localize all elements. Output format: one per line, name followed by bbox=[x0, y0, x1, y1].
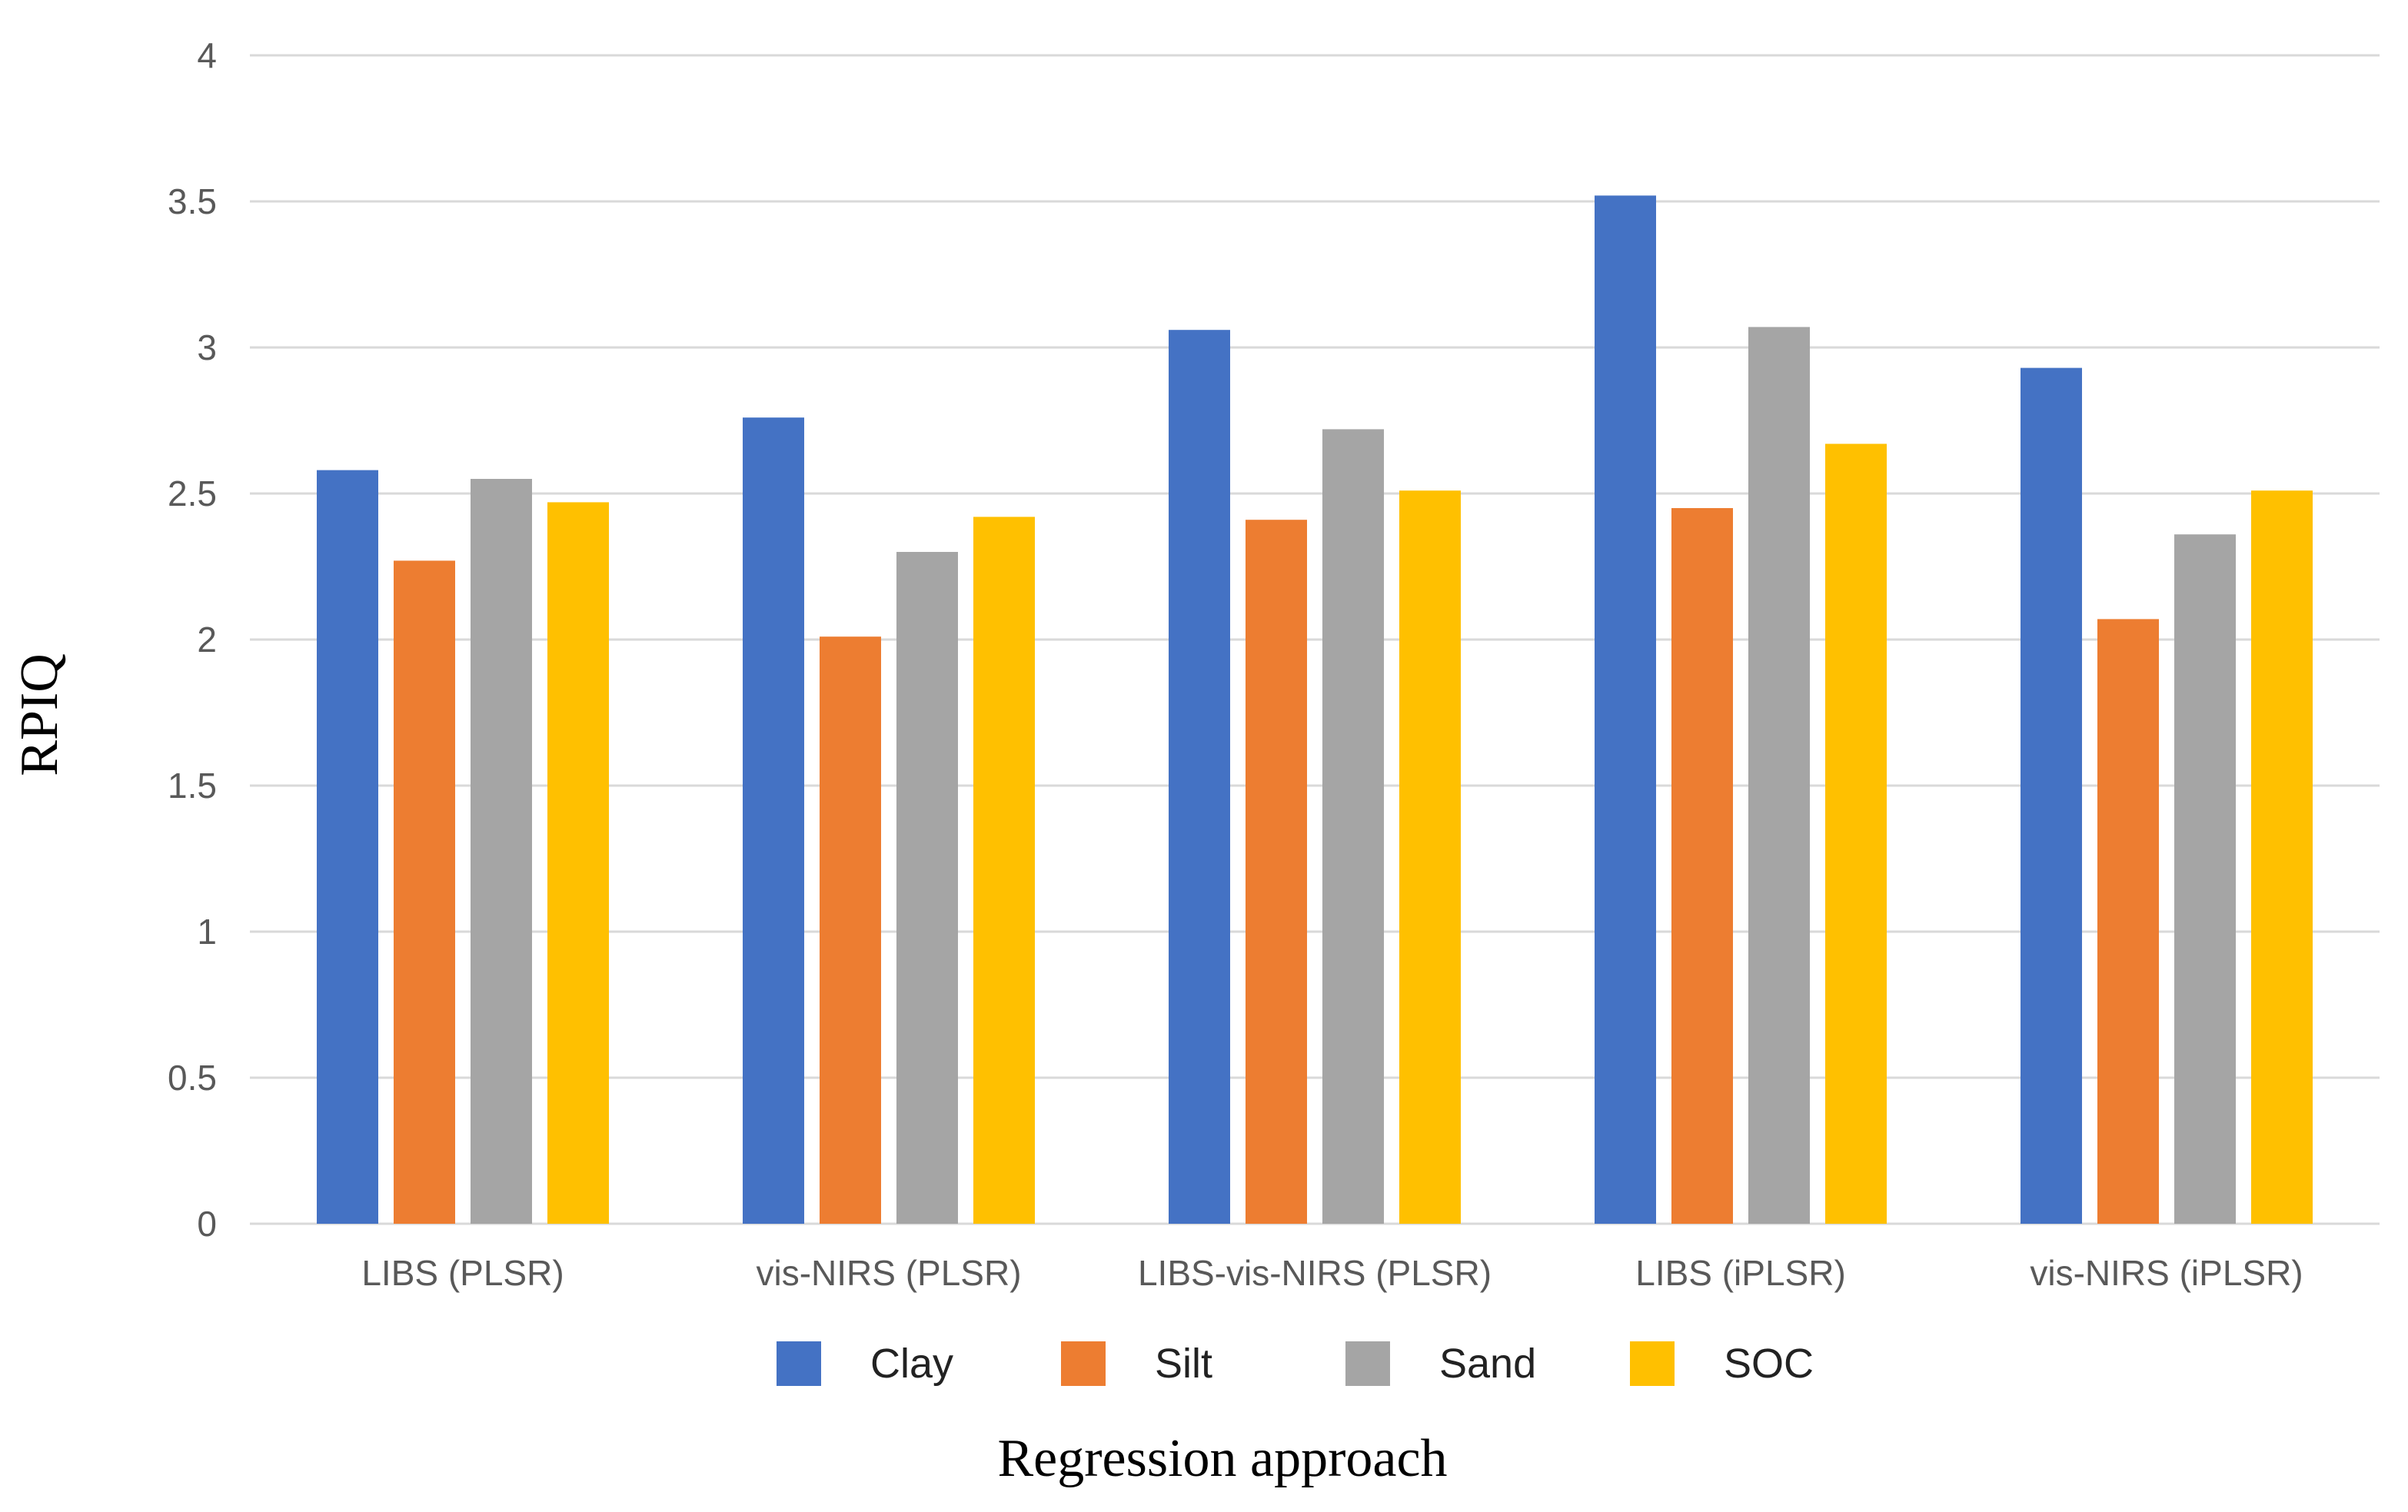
bar-sand bbox=[1322, 429, 1384, 1224]
bar-clay bbox=[2021, 367, 2082, 1225]
bar-clay bbox=[317, 470, 378, 1224]
x-tick-label: vis-NIRS (PLSR) bbox=[756, 1253, 1021, 1293]
bar-sand bbox=[896, 552, 958, 1224]
y-tick-label: 0 bbox=[197, 1204, 217, 1244]
y-tick-label: 0.5 bbox=[168, 1058, 217, 1098]
bar-soc bbox=[547, 502, 609, 1224]
legend-swatch-sand bbox=[1345, 1341, 1390, 1386]
x-tick-label: LIBS (PLSR) bbox=[361, 1253, 564, 1293]
bar-soc bbox=[973, 517, 1035, 1224]
bar-clay bbox=[1169, 330, 1230, 1225]
legend: Clay Silt Sand SOC bbox=[777, 1341, 1814, 1387]
legend-swatch-soc bbox=[1630, 1341, 1675, 1386]
x-tick-label: LIBS-vis-NIRS (PLSR) bbox=[1138, 1253, 1492, 1293]
y-tick-label: 2.5 bbox=[168, 474, 217, 513]
y-tick-label: 1 bbox=[197, 912, 217, 952]
bar-soc bbox=[1399, 490, 1461, 1224]
y-tick-label: 1.5 bbox=[168, 766, 217, 806]
y-tick-label: 3.5 bbox=[168, 181, 217, 221]
bar-clay bbox=[1595, 195, 1656, 1224]
y-tick-label: 3 bbox=[197, 327, 217, 367]
x-tick-label: vis-NIRS (iPLSR) bbox=[2030, 1253, 2303, 1293]
legend-swatch-clay bbox=[777, 1341, 821, 1386]
bar-sand bbox=[2174, 534, 2236, 1224]
bar-silt bbox=[1671, 508, 1733, 1224]
legend-label-silt: Silt bbox=[1155, 1341, 1212, 1387]
y-tick-label: 4 bbox=[197, 35, 217, 75]
bar-soc bbox=[1825, 444, 1887, 1224]
y-tick-label: 2 bbox=[197, 620, 217, 660]
legend-label-sand: Sand bbox=[1439, 1341, 1536, 1387]
legend-label-clay: Clay bbox=[870, 1341, 953, 1387]
bar-silt bbox=[1246, 520, 1307, 1224]
x-axis-ticks: LIBS (PLSR) vis-NIRS (PLSR) LIBS-vis-NIRS … bbox=[361, 1253, 2303, 1293]
y-axis-title: RPIQ bbox=[10, 653, 69, 776]
legend-swatch-silt bbox=[1061, 1341, 1106, 1386]
bar-silt bbox=[820, 636, 881, 1224]
bar-soc bbox=[2251, 490, 2313, 1224]
legend-label-soc: SOC bbox=[1724, 1341, 1814, 1387]
x-tick-label: LIBS (iPLSR) bbox=[1635, 1253, 1846, 1293]
x-axis-title: Regression approach bbox=[997, 1429, 1447, 1488]
bar-sand bbox=[1748, 327, 1810, 1224]
bars bbox=[317, 195, 2313, 1225]
bar-silt bbox=[2097, 619, 2159, 1224]
bar-silt bbox=[394, 560, 455, 1224]
bar-clay bbox=[743, 417, 804, 1225]
bar-sand bbox=[471, 479, 532, 1224]
y-axis-ticks: 0 0.5 1 1.5 2 2.5 3 3.5 4 bbox=[168, 35, 217, 1244]
